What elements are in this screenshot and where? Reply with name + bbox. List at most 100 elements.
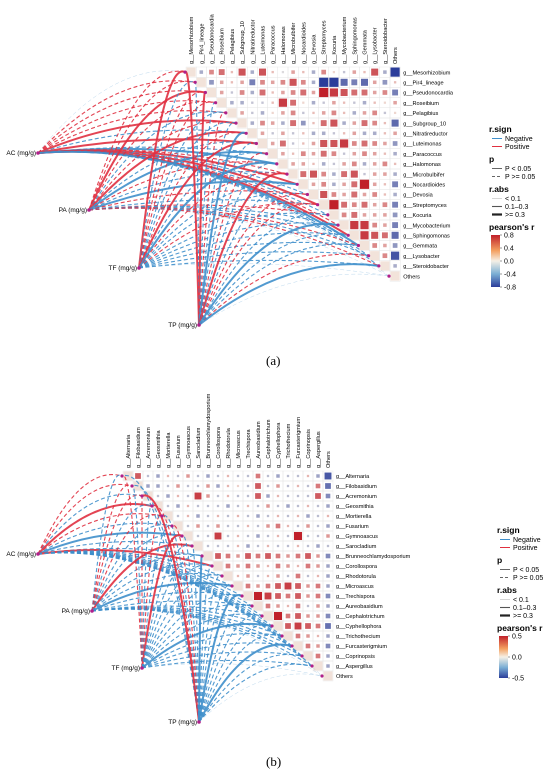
heatmap-cell	[296, 524, 300, 528]
heatmap-cell	[300, 120, 306, 126]
link-line	[91, 582, 233, 612]
heatmap-cell	[326, 564, 330, 568]
heatmap-cell	[156, 494, 160, 498]
heatmap-cell	[266, 494, 270, 498]
row-label: g__Devosia	[403, 193, 433, 199]
heatmap-cell	[251, 101, 254, 104]
column-label: g__Lysobacter	[373, 27, 379, 64]
heatmap-cell	[326, 584, 330, 588]
heatmap-cell	[236, 554, 240, 558]
link-line	[198, 614, 263, 723]
row-label: g__Fusarium	[336, 524, 369, 530]
row-label: g__Steroidobacter	[403, 264, 449, 270]
heatmap-cell	[342, 152, 346, 155]
heatmap-cell	[325, 553, 331, 559]
heatmap-cell	[306, 574, 310, 578]
heatmap-cell	[196, 504, 200, 508]
link-line	[141, 613, 263, 669]
panel-b-label: (b)	[266, 754, 281, 769]
column-label: g__Paracoccus	[271, 25, 277, 64]
heatmap-cell	[263, 611, 273, 621]
heatmap-cell	[275, 593, 281, 599]
heatmap-cell	[256, 574, 260, 578]
heatmap-cell	[393, 172, 397, 176]
link-line	[198, 604, 253, 723]
heatmap-cell	[236, 544, 240, 548]
heatmap-cell	[245, 553, 251, 559]
heatmap-cell	[206, 544, 210, 548]
heatmap-cell	[320, 120, 327, 127]
heatmap-cell	[313, 661, 323, 671]
heatmap-cell	[216, 524, 220, 528]
taxon-node	[300, 654, 304, 658]
heatmap-cell	[226, 504, 230, 508]
heatmap-cell	[311, 80, 316, 85]
heatmap-cell	[236, 494, 240, 498]
heatmap-cell	[363, 172, 366, 176]
heatmap-cell	[271, 101, 274, 104]
legend-title: pearson's r	[497, 623, 543, 633]
row-label: g__Halomonas	[403, 162, 441, 168]
link-line	[141, 514, 163, 669]
column-label: g__Aureobasidium	[256, 421, 262, 468]
heatmap-cell	[326, 514, 330, 518]
env-node	[36, 151, 40, 155]
env-factor-label: TF (mg/g)	[108, 265, 137, 272]
link-line	[198, 203, 318, 326]
heatmap-cell	[246, 524, 250, 528]
heatmap-cell	[351, 211, 358, 218]
heatmap-cell	[153, 501, 163, 511]
heatmap-cell	[305, 643, 311, 649]
heatmap-cell	[383, 132, 387, 135]
heatmap-cell	[230, 70, 234, 74]
colorbar-tick-label: -0.4	[504, 271, 516, 278]
colorbar	[499, 636, 508, 678]
heatmap-cell	[245, 563, 251, 569]
legend-item: Positive	[505, 144, 530, 151]
heatmap-cell	[186, 494, 190, 498]
heatmap-cell	[260, 120, 265, 126]
heatmap-cell	[315, 593, 321, 599]
heatmap-cell	[393, 131, 397, 136]
row-label: g__Subgroup_10	[403, 121, 446, 127]
link-line	[138, 202, 318, 269]
colorbar	[491, 235, 500, 287]
heatmap-cell	[246, 514, 250, 518]
heatmap-cell	[326, 544, 330, 548]
link-line	[88, 161, 277, 211]
legend-item: 0.1–0.3	[513, 605, 536, 612]
heatmap-cell	[266, 514, 270, 518]
link-line	[198, 213, 328, 326]
column-label: g__Halomonas	[281, 26, 287, 64]
link-line	[198, 663, 313, 723]
heatmap-cell	[256, 564, 260, 568]
heatmap-cell	[291, 70, 295, 74]
heatmap-cell	[271, 70, 274, 74]
heatmap-cell	[176, 494, 180, 498]
env-factor-label: AC (mg/g)	[6, 551, 36, 558]
heatmap-cell	[166, 474, 170, 478]
heatmap-cell	[372, 243, 378, 248]
link-line	[88, 207, 380, 267]
heatmap-cell	[306, 494, 310, 498]
heatmap-cell	[226, 524, 230, 528]
heatmap-cell	[196, 534, 200, 538]
link-line	[138, 241, 359, 269]
heatmap-cell	[295, 553, 301, 559]
heatmap-cell	[206, 514, 210, 518]
heatmap-cell	[278, 159, 288, 169]
heatmap-cell	[342, 111, 346, 115]
heatmap-cell	[279, 140, 286, 147]
link-line	[91, 608, 313, 667]
heatmap-cell	[373, 101, 376, 104]
link-line	[37, 90, 206, 154]
heatmap-cell	[199, 70, 204, 74]
link-line	[151, 504, 200, 723]
heatmap-cell	[286, 484, 290, 488]
heatmap-cell	[319, 87, 329, 98]
heatmap-cell	[293, 641, 303, 651]
link-line	[198, 131, 247, 326]
heatmap-cell	[239, 90, 245, 95]
heatmap-cell	[255, 553, 261, 559]
heatmap-cell	[256, 534, 260, 538]
